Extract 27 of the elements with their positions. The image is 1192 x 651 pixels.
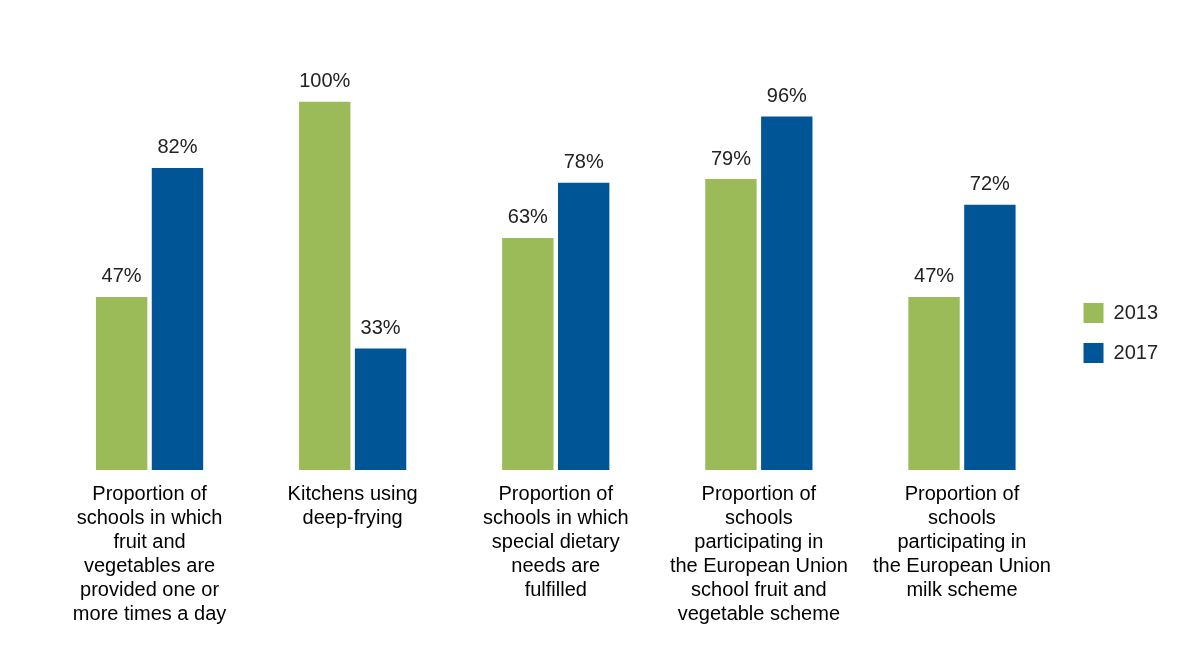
data-label: 72%	[969, 172, 1011, 195]
data-label: 47%	[101, 264, 142, 287]
data-label: 82%	[157, 135, 198, 158]
x-tick-label: Proportion of schools in which fruit and vegetables are provided one or more times a day	[72, 481, 227, 624]
bar	[557, 182, 610, 470]
bar	[354, 348, 407, 470]
bar	[964, 204, 1016, 470]
x-tick-label: Proportion of schools participating in the European Union milk scheme	[873, 481, 1051, 600]
data-label: 78%	[563, 150, 604, 173]
data-label: 63%	[507, 205, 549, 228]
bar	[502, 237, 554, 470]
data-label: 96%	[766, 83, 808, 106]
data-label: 33%	[360, 315, 401, 338]
bar	[705, 179, 757, 470]
x-tick-label: Kitchens using deep-frying	[287, 481, 418, 528]
bar	[908, 296, 960, 470]
x-tick-label: Proportion of schools in which special dietary needs are fulfilled	[482, 481, 629, 600]
data-label: 47%	[914, 264, 955, 287]
data-label: 79%	[710, 146, 752, 169]
bar	[299, 101, 351, 470]
data-label: 100%	[299, 69, 351, 92]
legend-label: 2017	[1113, 340, 1159, 363]
bar	[151, 167, 204, 470]
bar	[95, 296, 148, 470]
bar	[761, 116, 813, 470]
legend-label: 2013	[1113, 300, 1159, 323]
x-tick-label: Proportion of schools participating in the European Union school fruit and vegetable scheme	[669, 481, 848, 624]
